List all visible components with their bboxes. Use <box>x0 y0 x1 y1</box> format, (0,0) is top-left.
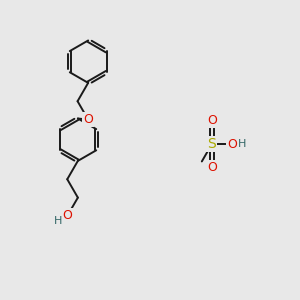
Text: O: O <box>62 209 72 223</box>
Text: H: H <box>238 139 246 149</box>
Text: O: O <box>207 114 217 127</box>
Text: S: S <box>208 137 216 151</box>
Text: O: O <box>83 113 93 126</box>
Text: O: O <box>207 161 217 174</box>
Text: O: O <box>227 138 237 151</box>
Text: H: H <box>54 216 62 226</box>
